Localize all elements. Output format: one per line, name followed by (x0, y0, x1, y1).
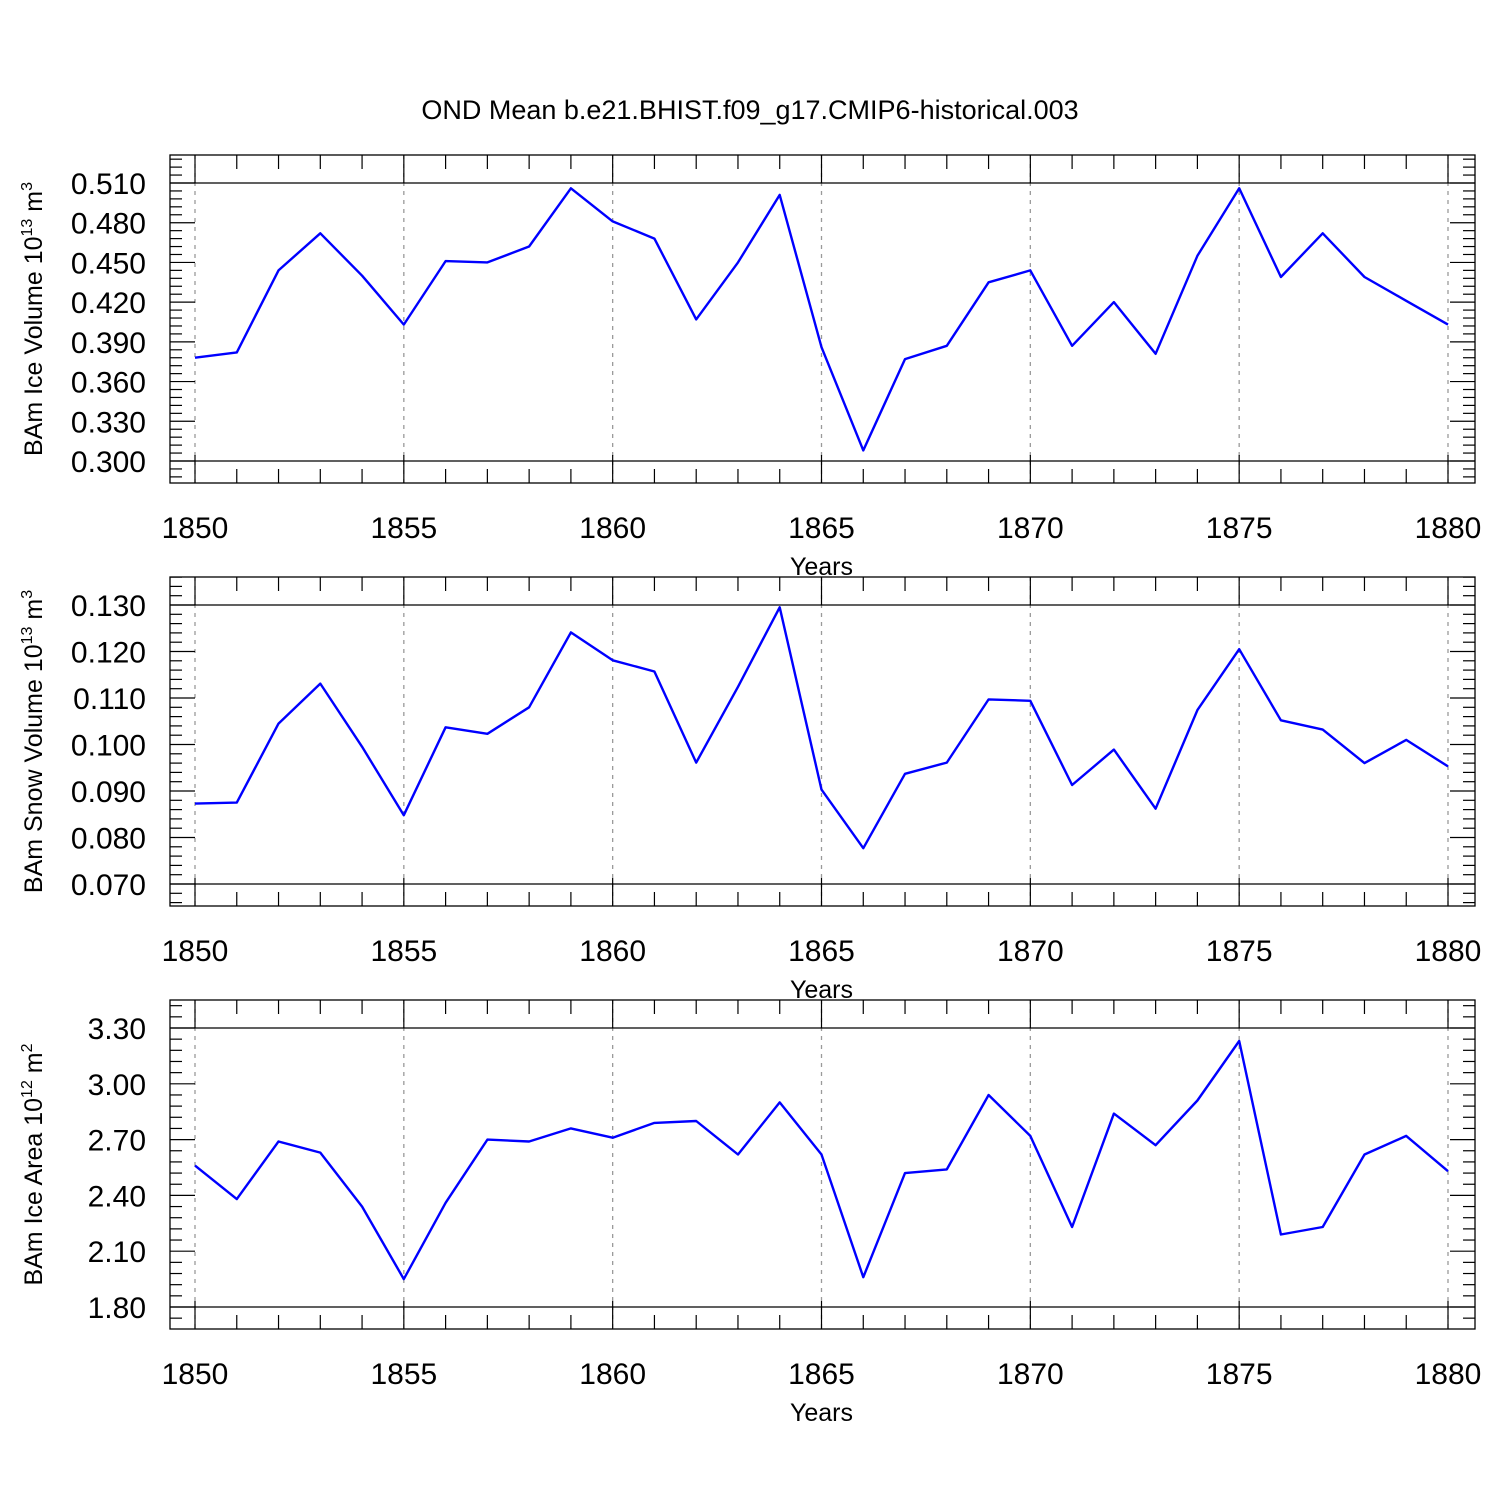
y-tick-label: 3.30 (88, 1013, 146, 1046)
x-tick-label: 1880 (1415, 1358, 1482, 1391)
x-tick-label: 1860 (579, 512, 646, 545)
x-axis-label: Years (790, 553, 853, 581)
x-tick-label: 1870 (997, 935, 1064, 968)
y-tick-label: 0.080 (71, 823, 146, 856)
y-tick-label: 0.450 (71, 247, 146, 280)
y-tick-label: 0.360 (71, 367, 146, 400)
x-tick-label: 1865 (788, 935, 855, 968)
x-tick-label: 1850 (162, 512, 229, 545)
x-tick-label: 1860 (579, 935, 646, 968)
plot-frame (169, 576, 1476, 907)
figure-title: OND Mean b.e21.BHIST.f09_g17.CMIP6-histo… (421, 95, 1078, 125)
y-tick-label: 2.10 (88, 1236, 146, 1269)
x-tick-label: 1865 (788, 512, 855, 545)
x-tick-label: 1855 (370, 1358, 437, 1391)
y-axis-label: BAm Snow Volume 1013 m3 (19, 590, 48, 893)
y-axis-label: BAm Ice Volume 1013 m3 (19, 182, 48, 456)
x-tick-label: 1880 (1415, 512, 1482, 545)
x-tick-label: 1870 (997, 512, 1064, 545)
y-tick-label: 0.110 (73, 683, 146, 716)
x-tick-label: 1875 (1206, 1358, 1273, 1391)
plot-frame (169, 154, 1476, 484)
y-tick-label: 0.100 (71, 730, 146, 763)
x-tick-label: 1860 (579, 1358, 646, 1391)
x-tick-label: 1855 (370, 512, 437, 545)
x-axis-label: Years (790, 976, 853, 1004)
y-tick-label: 0.070 (71, 869, 146, 902)
y-tick-label: 2.40 (88, 1180, 146, 1213)
y-tick-label: 1.80 (88, 1292, 146, 1325)
y-tick-label: 0.420 (71, 287, 146, 320)
y-tick-label: 0.330 (71, 406, 146, 439)
x-tick-label: 1870 (997, 1358, 1064, 1391)
x-tick-label: 1875 (1206, 512, 1273, 545)
y-tick-label: 0.390 (71, 327, 146, 360)
y-tick-label: 0.090 (71, 776, 146, 809)
y-tick-label: 0.120 (71, 637, 146, 670)
y-tick-label: 2.70 (88, 1125, 146, 1158)
x-tick-label: 1865 (788, 1358, 855, 1391)
panel-snow-volume: 0.070 0.080 0.090 0.100 0.110 0.120 0.130 1850 1… (19, 576, 1482, 1004)
y-axis-label: BAm Ice Area 1012 m2 (19, 1043, 48, 1285)
x-tick-label: 1875 (1206, 935, 1273, 968)
y-tick-label: 3.00 (88, 1069, 146, 1102)
x-tick-label: 1880 (1415, 935, 1482, 968)
x-tick-label: 1850 (162, 1358, 229, 1391)
x-axis-label: Years (790, 1399, 853, 1427)
plot-frame (169, 999, 1476, 1330)
panel-ice-volume: 0.300 0.330 0.360 0.390 0.420 0.450 0.480 0.510… (19, 154, 1482, 581)
y-tick-label: 0.480 (71, 208, 146, 241)
x-tick-label: 1855 (370, 935, 437, 968)
y-tick-label: 0.300 (71, 446, 146, 479)
x-tick-label: 1850 (162, 935, 229, 968)
y-tick-label: 0.510 (71, 168, 146, 201)
panel-ice-area: 1.80 2.10 2.40 2.70 3.00 3.30 1850 1855 1860 1865… (19, 999, 1482, 1427)
y-tick-label: 0.130 (71, 590, 146, 623)
